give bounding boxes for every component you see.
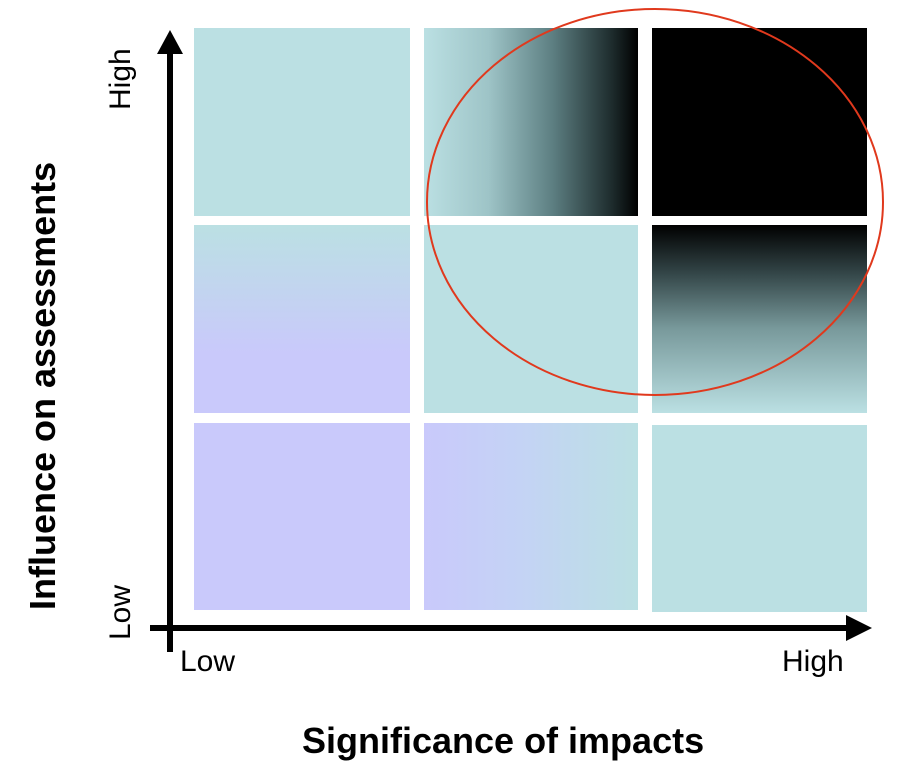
- cell-medium-influence-low-significance: [194, 225, 410, 413]
- y-axis-title: Influence on assessments: [22, 161, 63, 610]
- x-axis-low-label: Low: [180, 645, 236, 678]
- cell-low-influence-medium-significance: [424, 423, 638, 610]
- x-axis-title: Significance of impacts: [302, 720, 705, 761]
- cell-medium-influence-high-significance: [652, 225, 867, 413]
- cell-high-influence-high-significance: [652, 28, 867, 216]
- cell-high-influence-low-significance: [194, 28, 410, 216]
- cell-high-influence-medium-significance: [424, 28, 638, 216]
- y-axis-low-label: Low: [104, 584, 137, 640]
- focus-ellipse: [426, 8, 884, 396]
- cell-low-influence-high-significance: [652, 425, 867, 612]
- x-axis-arrowhead: [846, 615, 872, 641]
- cell-low-influence-low-significance: [194, 423, 410, 610]
- x-axis-high-label: High: [782, 645, 844, 678]
- y-axis-high-label: High: [104, 48, 137, 110]
- cell-medium-influence-medium-significance: [424, 225, 638, 413]
- y-axis-arrowhead: [157, 30, 183, 54]
